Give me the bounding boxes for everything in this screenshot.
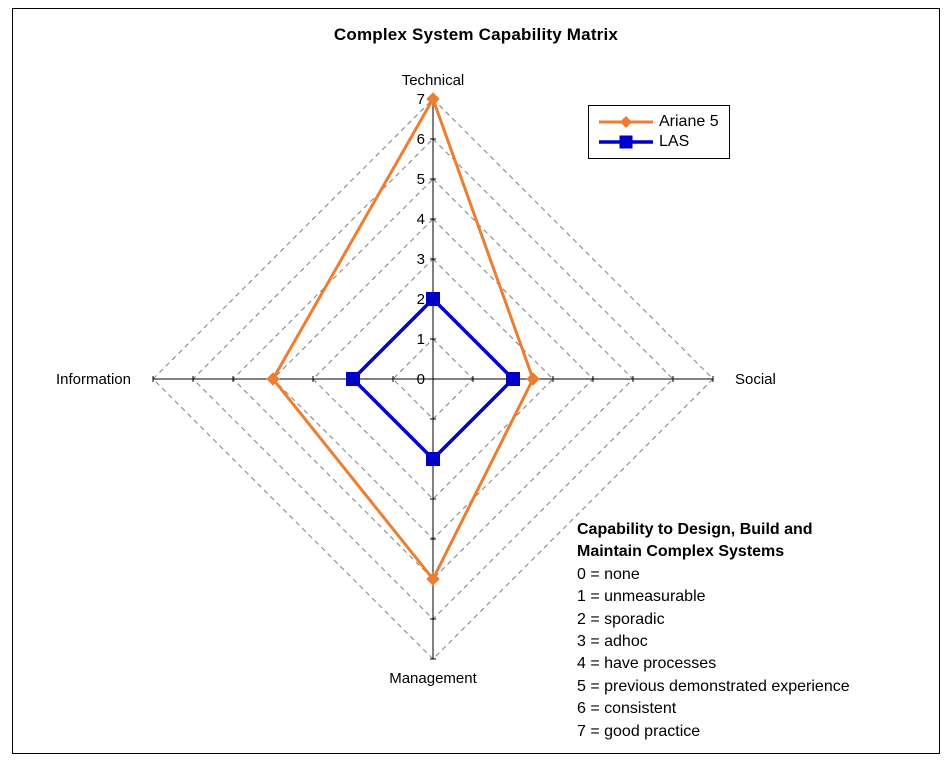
scale-line: 3 = adhoc [577, 631, 850, 653]
legend-item-ariane-5: Ariane 5 [599, 112, 719, 132]
tick-label: 0 [417, 371, 425, 388]
legend-label: Ariane 5 [659, 113, 719, 131]
scale-title: Capability to Design, Build andMaintain … [577, 519, 850, 564]
axis-label-social: Social [735, 371, 776, 388]
scale-line: 2 = sporadic [577, 609, 850, 631]
tick-label: 5 [417, 171, 425, 188]
axis-label-technical: Technical [402, 72, 465, 89]
legend-label: LAS [659, 133, 689, 151]
scale-explainer: Capability to Design, Build andMaintain … [577, 519, 850, 743]
tick-label: 6 [417, 131, 425, 148]
legend-swatch [599, 132, 653, 152]
tick-label: 7 [417, 91, 425, 108]
tick-label: 2 [417, 291, 425, 308]
scale-line: 4 = have processes [577, 653, 850, 675]
scale-line: 7 = good practice [577, 721, 850, 743]
tick-label: 3 [417, 251, 425, 268]
legend-swatch [599, 112, 653, 132]
scale-line: 5 = previous demonstrated experience [577, 676, 850, 698]
scale-line: 6 = consistent [577, 698, 850, 720]
tick-label: 4 [417, 211, 425, 228]
chart-frame: Complex System Capability Matrix 0123456… [12, 8, 940, 754]
axis-label-management: Management [389, 670, 477, 687]
series-ariane-5 [273, 99, 533, 579]
scale-line: 1 = unmeasurable [577, 586, 850, 608]
tick-label: 1 [417, 331, 425, 348]
legend-item-las: LAS [599, 132, 719, 152]
legend: Ariane 5 LAS [588, 105, 730, 159]
scale-line: 0 = none [577, 564, 850, 586]
axis-label-information: Information [56, 371, 131, 388]
